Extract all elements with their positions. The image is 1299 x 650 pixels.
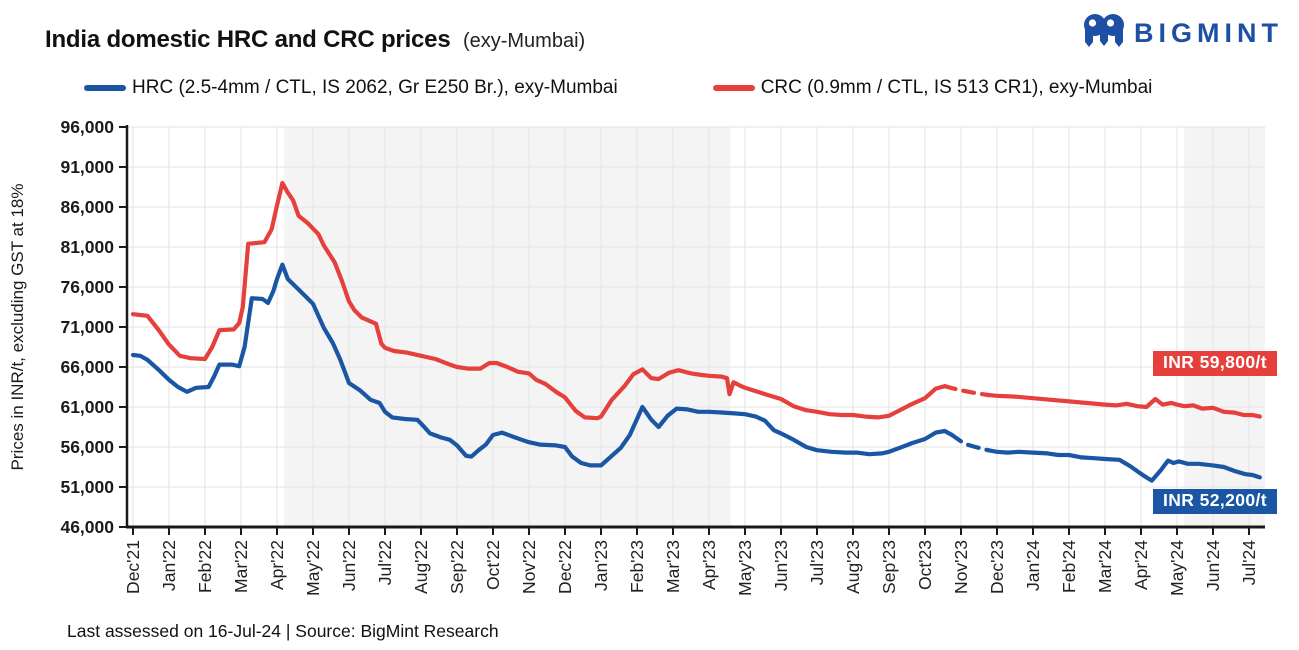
x-tick-label: Aug'22	[411, 540, 431, 594]
x-tick-label: Apr'23	[699, 540, 719, 590]
x-tick-label: Jan'22	[159, 540, 179, 591]
x-tick-label: Mar'22	[231, 540, 251, 593]
x-tick-label: Aug'23	[843, 540, 863, 594]
crc-line	[130, 180, 947, 421]
y-tick-label: 91,000	[60, 157, 114, 177]
page-title: India domestic HRC and CRC prices (exy-M…	[45, 26, 585, 54]
source-note: Last assessed on 16-Jul-24 | Source: Big…	[67, 621, 499, 641]
y-axis-title: Prices in INR/t, excluding GST at 18%	[8, 184, 27, 471]
legend-item-crc: CRC (0.9mm / CTL, IS 513 CR1), exy-Mumba…	[712, 77, 1153, 99]
x-tick-label: Dec'21	[123, 540, 143, 594]
y-tick-label: 46,000	[60, 517, 114, 537]
x-tick-label: Jul'23	[807, 540, 827, 585]
x-tick-label: Jul'22	[375, 540, 395, 585]
crc-line	[985, 392, 1262, 419]
chart-legend: HRC (2.5-4mm / CTL, IS 2062, Gr E250 Br.…	[84, 77, 1247, 99]
x-tick-label: Sep'23	[879, 540, 899, 594]
x-tick-label: Apr'24	[1131, 540, 1151, 590]
y-tick-label: 86,000	[60, 197, 114, 217]
x-tick-label: Oct'22	[483, 540, 503, 590]
crc-legend-marker	[712, 85, 755, 91]
hrc-line	[985, 448, 1262, 483]
x-tick-label: Nov'23	[951, 540, 971, 594]
y-tick-label: 51,000	[60, 477, 114, 497]
x-tick-label: May'24	[1167, 540, 1187, 596]
y-tick-label: 56,000	[60, 437, 114, 457]
x-tick-label: Oct'23	[915, 540, 935, 590]
hrc-price-annotation: INR 52,200/t	[1152, 489, 1277, 514]
x-tick-label: Mar'24	[1095, 540, 1115, 593]
y-tick-label: 76,000	[60, 277, 114, 297]
x-tick-label: Jun'23	[771, 540, 791, 591]
x-tick-label: Sep'22	[447, 540, 467, 594]
hrc-line-dashed	[949, 432, 991, 453]
x-tick-label: Jul'24	[1239, 540, 1259, 585]
x-tick-label: May'22	[303, 540, 323, 596]
x-tick-label: Feb'23	[627, 540, 647, 593]
bigmint-logo: BIGMINT	[1083, 13, 1283, 53]
bigmint-logo-icon	[1084, 14, 1124, 47]
x-tick-label: Nov'22	[519, 540, 539, 594]
hrc-legend-marker	[84, 85, 126, 91]
x-tick-label: Jan'24	[1023, 540, 1043, 591]
page-title-suffix: (exy-Mumbai)	[462, 30, 586, 52]
crc-legend-label: CRC (0.9mm / CTL, IS 513 CR1), exy-Mumba…	[760, 77, 1153, 98]
x-tick-label: Feb'22	[195, 540, 215, 593]
y-tick-label: 81,000	[60, 237, 114, 257]
hrc-legend-label: HRC (2.5-4mm / CTL, IS 2062, Gr E250 Br.…	[132, 77, 618, 98]
crc-price-annotation: INR 59,800/t	[1152, 351, 1277, 376]
crc-line-dashed	[942, 384, 991, 398]
x-tick-label: Mar'23	[663, 540, 683, 593]
x-tick-label: Dec'23	[987, 540, 1007, 594]
x-tick-label: Jan'23	[591, 540, 611, 591]
x-tick-label: Jun'24	[1203, 540, 1223, 591]
x-tick-label: Apr'22	[267, 540, 287, 590]
legend-item-hrc: HRC (2.5-4mm / CTL, IS 2062, Gr E250 Br.…	[84, 77, 618, 99]
y-tick-label: 71,000	[60, 317, 114, 337]
x-tick-label: May'23	[735, 540, 755, 596]
y-tick-label: 61,000	[60, 397, 114, 417]
x-tick-label: Feb'24	[1059, 540, 1079, 593]
bigmint-logo-text: BIGMINT	[1134, 17, 1283, 48]
y-tick-label: 96,000	[60, 117, 114, 137]
x-tick-label: Jun'22	[339, 540, 359, 591]
hrc-line	[130, 262, 955, 468]
page-title-main: India domestic HRC and CRC prices	[45, 26, 451, 53]
x-tick-label: Dec'22	[555, 540, 575, 594]
y-tick-label: 66,000	[60, 357, 114, 377]
